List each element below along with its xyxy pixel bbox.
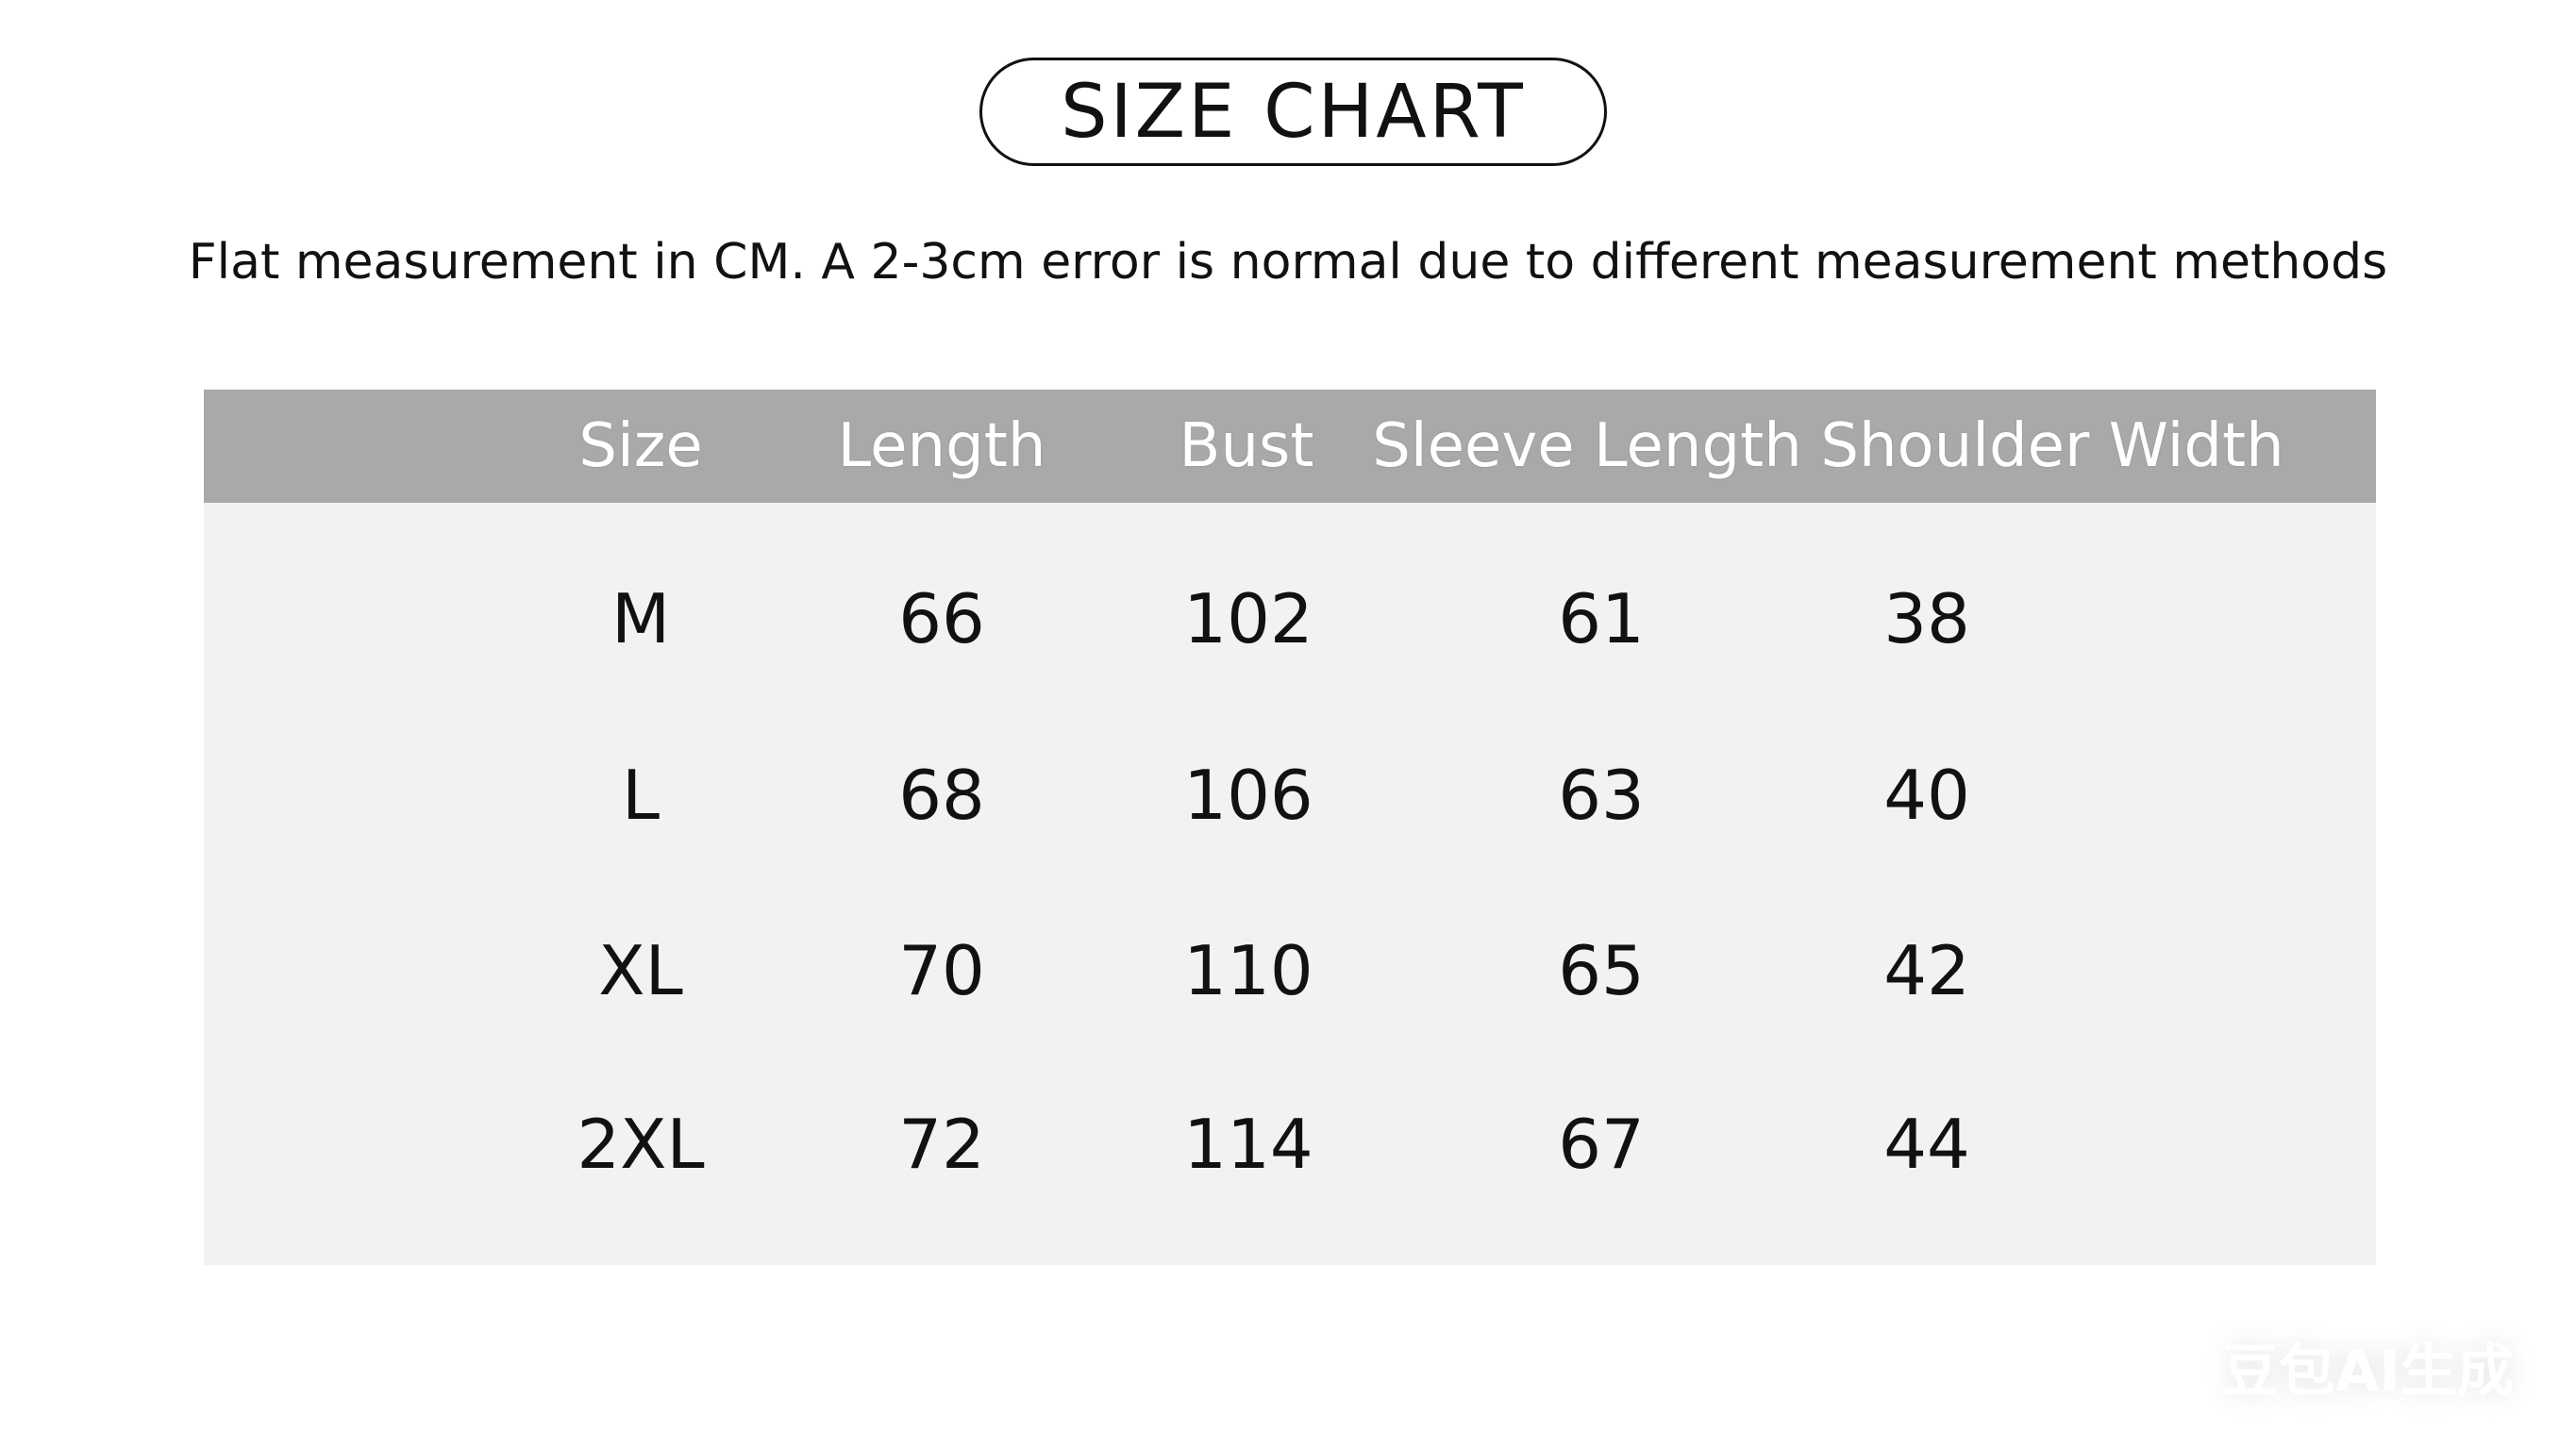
header-length: Length <box>837 411 1046 481</box>
cell-size: M <box>611 579 671 658</box>
cell-sleeve-length: 67 <box>1558 1105 1645 1184</box>
header-bust: Bust <box>1179 411 1314 481</box>
page-title: SIZE CHART <box>1061 69 1526 155</box>
size-chart-title-badge: SIZE CHART <box>979 58 1607 166</box>
cell-length: 68 <box>898 756 985 835</box>
cell-length: 66 <box>898 579 985 658</box>
cell-sleeve-length: 61 <box>1558 579 1645 658</box>
header-sleeve-length: Sleeve Length <box>1372 411 1802 481</box>
measurement-note: Flat measurement in CM. A 2-3cm error is… <box>188 234 2388 291</box>
cell-shoulder-width: 42 <box>1883 931 1970 1010</box>
cell-bust: 114 <box>1183 1105 1313 1184</box>
header-size: Size <box>578 411 703 481</box>
cell-sleeve-length: 65 <box>1558 931 1645 1010</box>
cell-length: 70 <box>898 931 985 1010</box>
cell-size: L <box>621 756 661 835</box>
cell-size: 2XL <box>577 1105 705 1184</box>
cell-bust: 102 <box>1183 579 1313 658</box>
watermark-logo: 豆包AI生成 <box>2222 1339 2514 1405</box>
table-header: Size Length Bust Sleeve Length Shoulder … <box>204 390 2376 503</box>
size-table: Size Length Bust Sleeve Length Shoulder … <box>204 390 2376 1265</box>
header-shoulder-width: Shoulder Width <box>1820 411 2284 481</box>
cell-length: 72 <box>898 1105 985 1184</box>
cell-shoulder-width: 38 <box>1883 579 1970 658</box>
cell-shoulder-width: 44 <box>1883 1105 1970 1184</box>
cell-size: XL <box>598 931 683 1010</box>
cell-sleeve-length: 63 <box>1558 756 1645 835</box>
cell-shoulder-width: 40 <box>1883 756 1970 835</box>
cell-bust: 110 <box>1183 931 1313 1010</box>
cell-bust: 106 <box>1183 756 1313 835</box>
